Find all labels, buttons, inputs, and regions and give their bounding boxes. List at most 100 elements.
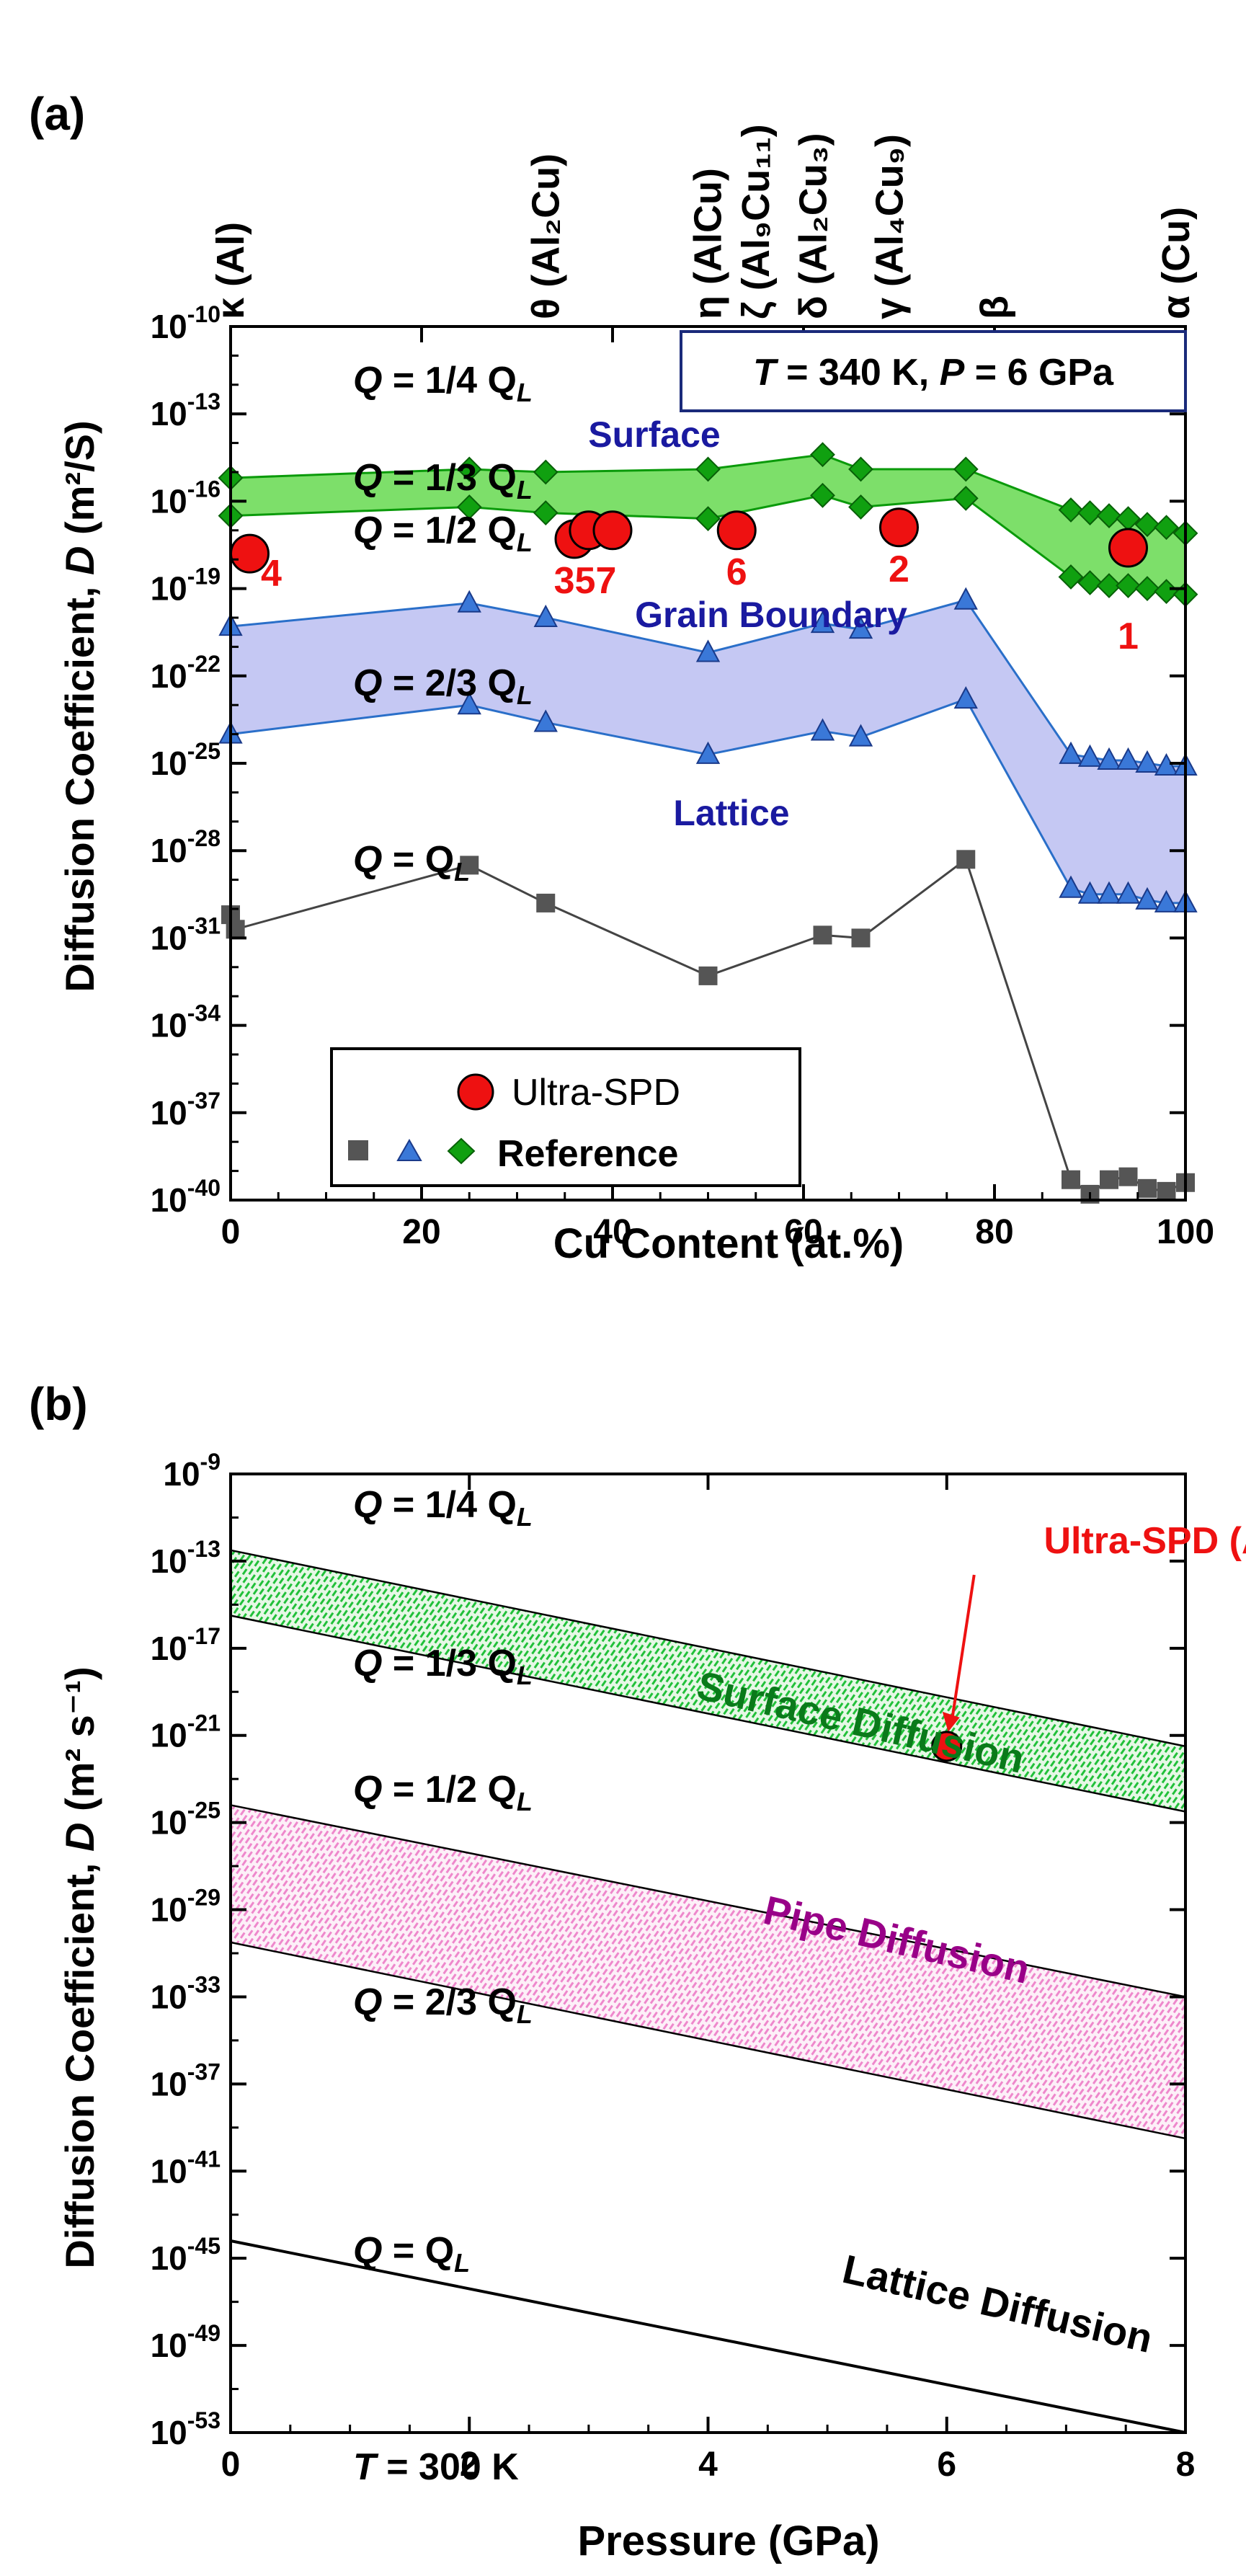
x-tick-label: 80 xyxy=(975,1213,1013,1251)
diamond-marker xyxy=(810,442,835,468)
y-tick-label: 10-34 xyxy=(151,1000,221,1044)
panel-a-xlabel: Cu Content (at.%) xyxy=(553,1220,904,1267)
y-tick-label: 10-28 xyxy=(151,825,221,869)
lattice-band-label: Lattice xyxy=(673,793,789,833)
panel-a-ylabel: Diffusion Coefficient, D (m²/S) xyxy=(57,420,102,992)
y-tick-label: 10-16 xyxy=(151,476,221,520)
triangle-marker xyxy=(1135,887,1160,910)
diamond-marker xyxy=(1134,576,1160,602)
square-marker xyxy=(1157,1181,1176,1201)
q-line-b xyxy=(230,1804,1186,1998)
triangle-marker xyxy=(1154,752,1179,776)
q-label-b-third: Q = 1/3 QL xyxy=(353,1643,533,1690)
q-label-a-half: Q = 1/2 QL xyxy=(353,510,533,557)
x-tick-label: 8 xyxy=(1176,2446,1196,2484)
x-tick-label: 6 xyxy=(937,2446,956,2484)
diamond-marker xyxy=(695,506,721,532)
x-tick-label: 20 xyxy=(402,1213,440,1251)
triangle-marker xyxy=(810,610,835,634)
triangle-marker xyxy=(533,709,558,732)
surface-band-label: Surface xyxy=(588,414,720,455)
triangle-marker xyxy=(1059,875,1083,898)
diamond-marker xyxy=(456,494,482,520)
square-marker xyxy=(536,893,556,912)
y-tick-label: 10-10 xyxy=(151,301,221,345)
triangle-marker xyxy=(695,639,721,662)
x-tick-label: 0 xyxy=(221,1213,241,1251)
y-tick-label: 10-45 xyxy=(151,2233,221,2277)
triangle-marker xyxy=(1059,741,1083,764)
y-tick-label: 10-25 xyxy=(151,1798,221,1842)
legend-ultra-label: Ultra-SPD xyxy=(512,1072,680,1114)
q-line-b xyxy=(230,1941,1186,2140)
y-tick-label: 10-25 xyxy=(151,738,221,782)
temperature-label: T = 300 K xyxy=(353,2446,519,2488)
square-marker xyxy=(1138,1178,1157,1198)
diamond-marker xyxy=(456,456,482,482)
diamond-marker xyxy=(1116,573,1141,598)
diamond-marker xyxy=(1058,564,1084,590)
ultra-spd-point-label: 4 xyxy=(261,553,282,595)
ultra-spd-point-label: 1 xyxy=(1118,616,1139,657)
triangle-marker xyxy=(810,718,835,741)
y-tick-label: 10-13 xyxy=(151,388,221,432)
square-marker xyxy=(956,850,976,869)
ultra-spd-point-label: 6 xyxy=(726,551,747,593)
diamond-marker xyxy=(533,500,559,525)
legend-square-marker xyxy=(348,1140,368,1160)
panel-b-xlabel: Pressure (GPa) xyxy=(577,2518,879,2564)
triangle-marker xyxy=(1077,881,1103,904)
triangle-marker xyxy=(1097,747,1121,770)
x-tick-label: 60 xyxy=(784,1213,822,1251)
y-tick-label: 10-41 xyxy=(151,2146,221,2190)
diamond-marker xyxy=(1077,570,1103,595)
ultra-spd-b-annotation: Ultra-SPD (Al-Zr) xyxy=(1043,1520,1246,1562)
square-marker xyxy=(1118,1167,1138,1186)
triangle-marker xyxy=(1116,747,1141,770)
square-marker xyxy=(813,925,832,945)
lattice-diffusion-label: Lattice Diffusion xyxy=(839,2246,1157,2361)
condition-text: T = 340 K, P = 6 GPa xyxy=(753,352,1114,394)
phase-label: α (Cu) xyxy=(1154,207,1198,319)
ultra-spd-point-label: 357 xyxy=(554,560,617,602)
square-marker xyxy=(1100,1170,1118,1189)
y-tick-label: 10-29 xyxy=(151,1885,221,1929)
square-marker xyxy=(460,856,479,875)
ultra-spd-point xyxy=(592,510,633,551)
q-line-b xyxy=(230,1549,1186,1748)
legend-triangle-marker xyxy=(396,1138,422,1161)
diamond-marker xyxy=(1134,512,1160,538)
square-marker xyxy=(851,928,871,948)
phase-label: η (AlCu) xyxy=(687,168,730,319)
q-label-b-twothirds: Q = 2/3 QL xyxy=(353,1981,533,2029)
x-tick-label: 0 xyxy=(221,2446,241,2484)
q-label-b-half: Q = 1/2 QL xyxy=(353,1769,533,1816)
triangle-marker xyxy=(953,587,978,610)
diamond-marker xyxy=(1096,573,1122,598)
diamond-marker xyxy=(1077,500,1103,525)
diamond-marker xyxy=(953,485,979,511)
y-tick-label: 10-13 xyxy=(151,1536,221,1580)
triangle-marker xyxy=(1154,889,1179,912)
legend-ultra-marker xyxy=(457,1073,494,1111)
y-tick-label: 10-53 xyxy=(151,2407,221,2451)
phase-label: θ (Al₂Cu) xyxy=(524,154,567,319)
diamond-marker xyxy=(533,459,559,485)
panel-b: (b) 10-9 10-13 10-17 10-21 10-25 10-29 10-33 10… xyxy=(29,1378,1246,2564)
y-tick-label: 10-40 xyxy=(151,1175,221,1219)
y-tick-label: 10-17 xyxy=(151,1623,221,1667)
q-label-a-full: Q = QL xyxy=(353,839,470,887)
ultra-spd-arrowhead xyxy=(942,1711,960,1732)
q-label-b-quarter: Q = 1/4 QL xyxy=(353,1484,533,1532)
triangle-marker xyxy=(457,692,481,715)
square-marker xyxy=(226,920,245,939)
square-marker xyxy=(698,966,718,985)
phase-label: β xyxy=(973,296,1016,319)
surface-band xyxy=(231,454,1185,595)
q-label-b-full: Q = QL xyxy=(353,2230,470,2278)
x-tick-label: 100 xyxy=(1157,1213,1214,1251)
pipe-band-b xyxy=(231,1805,1185,2138)
legend-reference-label: Reference xyxy=(497,1133,678,1175)
legend-box xyxy=(330,1047,801,1187)
legend: Ultra-SPD Reference xyxy=(330,1047,801,1187)
